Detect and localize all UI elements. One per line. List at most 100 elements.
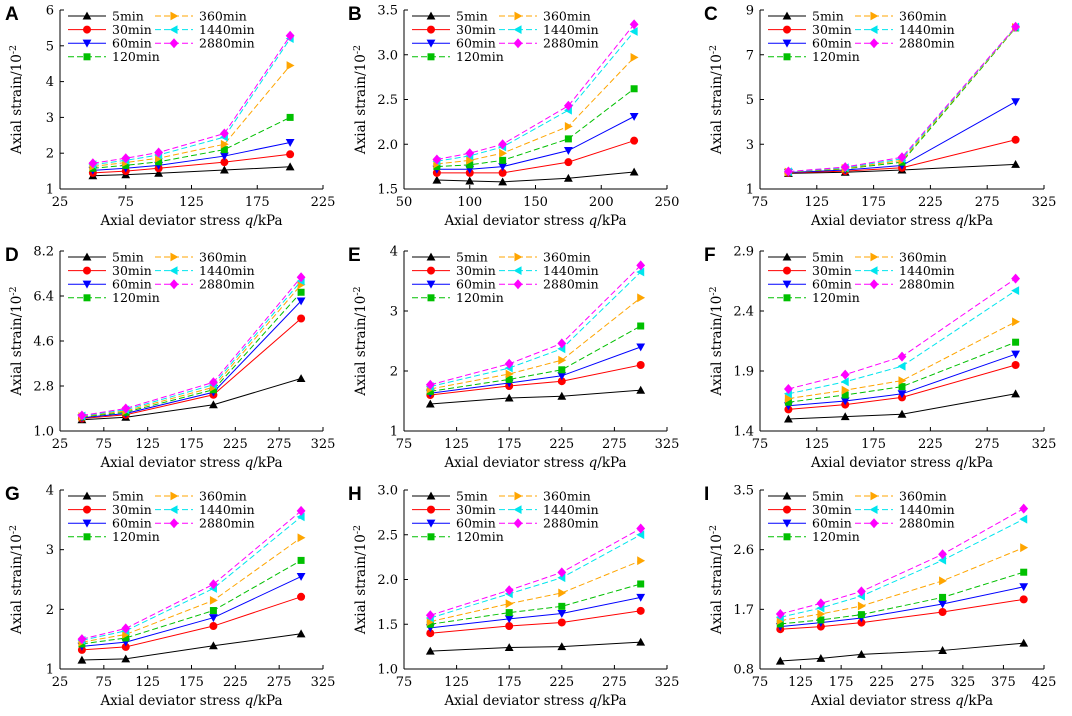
series-30min [432,136,639,177]
y-axis-title-exp: -2 [352,525,363,534]
legend-marker-2880min [869,518,879,529]
data-point-5min [1019,638,1029,647]
legend-label-120min: 120min [456,49,504,64]
y-tick-label: 2.0 [377,573,398,588]
data-point-2880min [209,377,218,388]
x-tick-label: 75 [117,195,134,210]
data-point-120min [220,146,228,154]
data-point-2880min [88,158,98,169]
x-axis-title-unit: /kPa [964,213,993,229]
legend-marker-5min [426,491,436,500]
y-tick-label: 2 [46,147,54,162]
legend-label-120min: 120min [812,49,860,64]
legend-label-60min: 60min [456,277,496,292]
legend-label-1440min: 1440min [899,22,955,37]
y-tick-label: 6 [46,4,54,19]
data-point-1440min [629,27,638,36]
legend-marker-5min [782,491,792,500]
legend-marker-360min [170,491,179,501]
x-tick-label: 275 [602,675,627,690]
legend-marker-1440min [513,25,522,34]
legend-marker-2880min [869,38,879,49]
x-tick-label: 125 [179,195,204,210]
data-point-60min [1011,350,1020,359]
data-point-60min [840,397,850,406]
legend-label-30min: 30min [112,22,152,37]
x-axis-title: Axial deviator stress q/kPa [443,455,626,471]
x-tick-label: 75 [752,675,769,690]
series-2880min [77,505,306,645]
data-point-5min [563,173,573,182]
y-tick-label: 1.7 [733,603,754,618]
legend-label-30min: 30min [812,22,852,37]
data-point-5min [775,656,785,665]
legend-label-30min: 30min [812,502,852,517]
x-tick-label: 125 [135,437,160,452]
legend-marker-60min [782,280,792,289]
x-tick-label: 225 [918,195,943,210]
y-axis-title: Axial strain/10-2 [8,45,25,155]
series-2880min [77,272,306,421]
y-tick-label: 3 [746,138,754,153]
data-point-120min [297,288,305,296]
data-point-1440min [636,267,645,277]
x-tick-label: 125 [804,195,829,210]
data-point-5min [1011,389,1020,398]
legend-marker-360min [514,252,523,262]
x-tick-label: 125 [135,675,160,690]
data-point-30min [209,622,218,631]
data-point-120min [784,398,792,406]
legend-marker-60min [426,39,436,48]
data-point-2880min [840,162,850,173]
legend-label-5min: 5min [456,8,488,23]
series-5min [425,385,646,408]
data-point-120min [505,375,513,383]
x-axis-title-unit: /kPa [253,213,282,229]
x-axis-title: Axial deviator stress q/kPa [810,693,993,709]
legend-label-60min: 60min [112,516,152,531]
y-axis-title-main: Axial strain/10 [709,54,725,155]
data-point-120min [297,556,305,564]
data-point-5min [498,177,508,186]
series-line-60min [788,101,1016,173]
x-axis-title-var: q [245,693,254,709]
x-tick-label: 275 [975,195,1000,210]
x-axis-title-unit: /kPa [964,455,993,471]
data-point-60min [557,609,567,618]
series-2880min [432,19,639,165]
panel-H: H 1.0 1.5 2.0 2.5 3.0 75 125 175 225 275 325 Axial d… [348,484,679,710]
y-tick-label: 3.5 [377,4,398,19]
series-120min [78,288,305,421]
series-120min [433,85,638,171]
legend-label-30min: 30min [456,502,496,517]
series-line-5min [788,393,1016,420]
x-tick-label: 150 [523,195,548,210]
series-line-60min [430,596,641,629]
x-axis-title-main: Axial deviator stress [99,455,244,471]
series-5min [775,638,1029,665]
panel-letter: F [704,245,716,266]
data-point-2880min [296,272,306,283]
data-point-2880min [857,586,866,597]
y-tick-label: 3.0 [377,48,398,63]
x-tick-label: 175 [829,675,854,690]
legend-label-2880min: 2880min [899,516,955,531]
legend-label-2880min: 2880min [899,36,955,51]
data-point-2880min [77,410,87,421]
y-tick-label: 4 [46,484,54,499]
x-axis-title-var: q [955,693,964,709]
series-line-360min [430,560,641,623]
y-tick-label: 4.6 [33,335,54,350]
legend-label-120min: 120min [456,290,504,305]
data-point-2880min [557,567,567,578]
x-tick-label: 175 [179,675,204,690]
y-tick-label: 2.4 [733,305,754,320]
panel-letter: E [348,245,361,266]
x-tick-label: 325 [311,437,336,452]
data-point-1440min [938,555,947,565]
legend-label-2880min: 2880min [199,516,255,531]
x-axis-title-var: q [245,213,254,229]
